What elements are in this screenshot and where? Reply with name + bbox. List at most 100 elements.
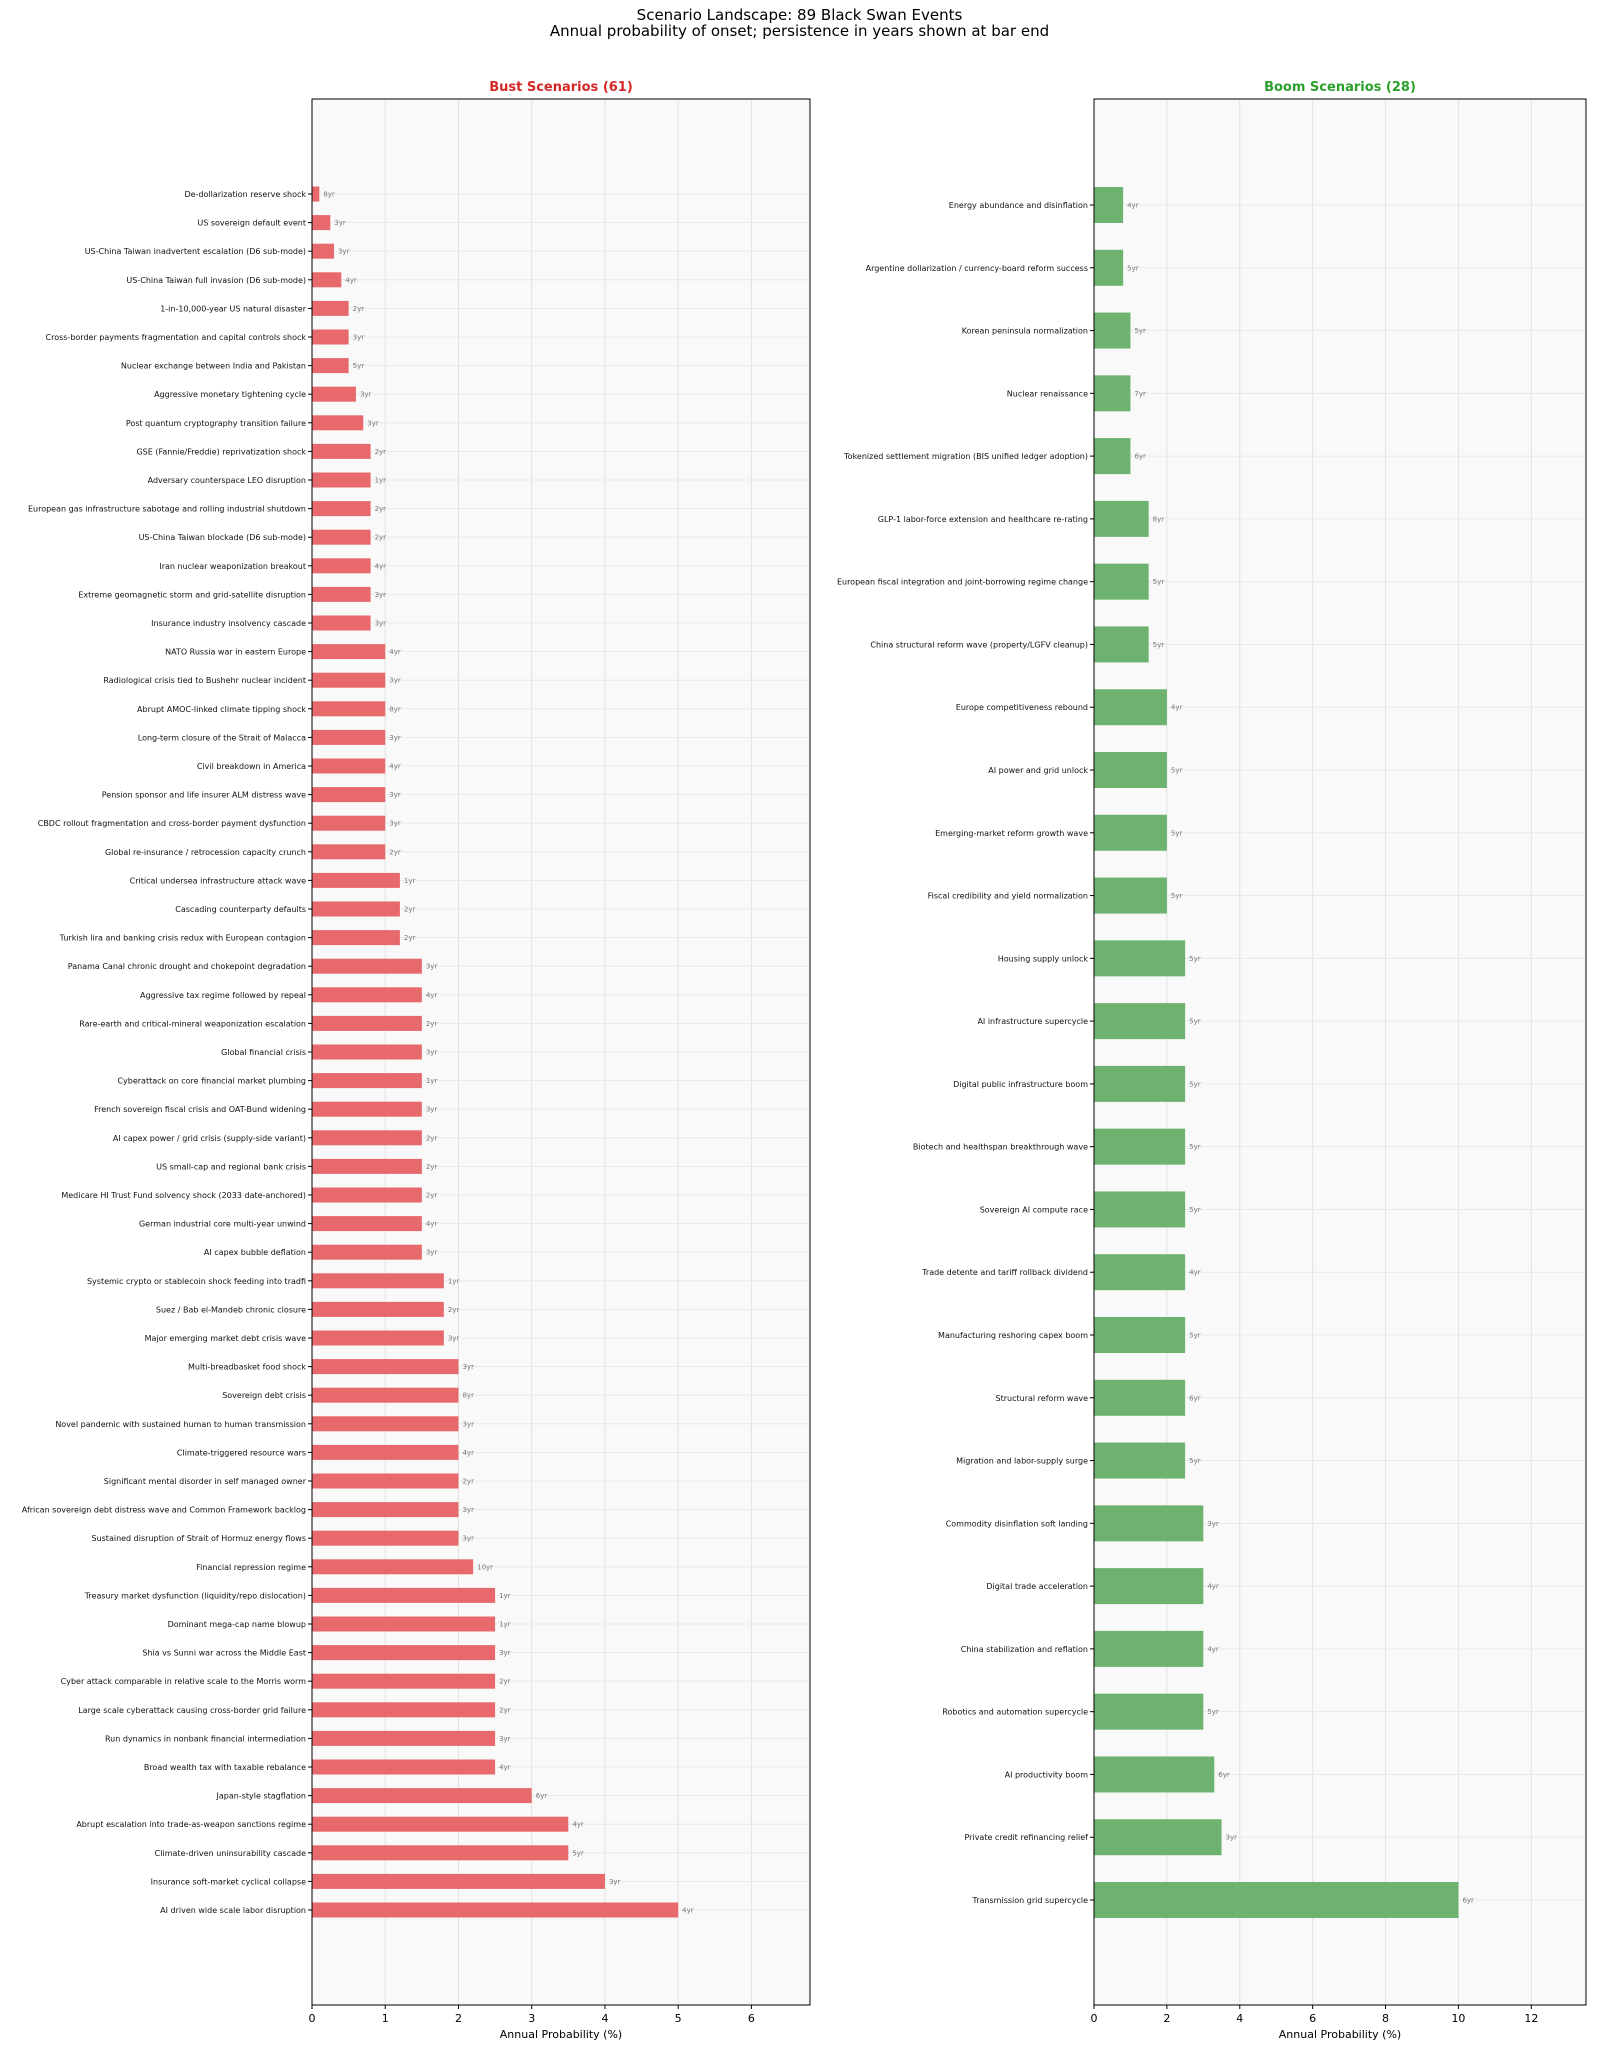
bust-bar: [312, 958, 422, 974]
boom-bar: [1094, 500, 1149, 537]
boom-persistence-label: 7yr: [1134, 390, 1146, 398]
boom-bar: [1094, 626, 1149, 663]
bust-persistence-label: 6yr: [536, 1792, 548, 1800]
bust-category-label: Dominant mega-cap name blowup: [168, 1620, 306, 1629]
boom-persistence-label: 4yr: [1207, 1645, 1219, 1653]
boom-category-label: Tokenized settlement migration (BIS unif…: [843, 452, 1088, 461]
boom-xtick-label: 10: [1451, 2012, 1465, 2025]
boom-category-label: China structural reform wave (property/L…: [870, 640, 1088, 649]
boom-persistence-label: 6yr: [1134, 453, 1146, 461]
bust-persistence-label: 4yr: [682, 1907, 694, 1915]
bust-category-label: AI capex bubble deflation: [204, 1248, 306, 1257]
boom-persistence-label: 6yr: [1218, 1771, 1230, 1779]
boom-category-label: Trade detente and tariff rollback divide…: [921, 1268, 1088, 1277]
boom-bar: [1094, 1505, 1204, 1542]
bust-persistence-label: 2yr: [404, 906, 416, 914]
bust-persistence-label: 3yr: [375, 591, 387, 599]
boom-bar: [1094, 1191, 1186, 1228]
bust-category-label: Pension sponsor and life insurer ALM dis…: [102, 791, 306, 800]
bust-persistence-label: 2yr: [426, 1192, 438, 1200]
bust-category-label: Multi-breadbasket food shock: [188, 1363, 306, 1372]
boom-category-label: Commodity disinflation soft landing: [946, 1519, 1088, 1528]
boom-category-label: Emerging-market reform growth wave: [935, 829, 1088, 838]
bust-bar: [312, 872, 400, 888]
boom-frame: [1093, 98, 1587, 2006]
bust-persistence-label: 3yr: [499, 1735, 511, 1743]
boom-category-label: Korean peninsula normalization: [962, 327, 1088, 336]
bust-bar: [312, 1130, 422, 1146]
bust-persistence-label: 3yr: [426, 963, 438, 971]
bust-bar: [312, 672, 386, 688]
bust-bar: [312, 358, 349, 374]
bust-category-label: CBDC rollout fragmentation and cross-bor…: [38, 819, 306, 828]
bust-category-label: De-dollarization reserve shock: [184, 190, 306, 199]
bust-bar: [312, 1359, 459, 1375]
bust-persistence-label: 2yr: [448, 1306, 460, 1314]
bust-persistence-label: 4yr: [462, 1449, 474, 1457]
boom-bar: [1094, 1756, 1215, 1793]
boom-bar: [1094, 1317, 1186, 1353]
boom-category-label: Robotics and automation supercycle: [942, 1708, 1088, 1717]
boom-category-label: AI infrastructure supercycle: [977, 1017, 1088, 1026]
bust-bar: [312, 529, 371, 545]
boom-persistence-label: 8yr: [1153, 515, 1165, 523]
bust-persistence-label: 1yr: [499, 1592, 511, 1600]
bust-persistence-label: 2yr: [389, 848, 401, 856]
bust-persistence-label: 3yr: [360, 391, 372, 399]
boom-persistence-label: 5yr: [1189, 955, 1201, 963]
bust-persistence-label: 2yr: [375, 534, 387, 542]
bust-persistence-label: 3yr: [426, 1106, 438, 1114]
bust-persistence-label: 3yr: [389, 734, 401, 742]
boom-persistence-label: 5yr: [1127, 264, 1139, 272]
bust-bar: [312, 1845, 569, 1861]
boom-category-label: China stabilization and reflation: [961, 1645, 1088, 1654]
bust-bar: [312, 1730, 496, 1746]
bust-persistence-label: 1yr: [426, 1077, 438, 1085]
boom-bar: [1094, 438, 1131, 475]
bust-persistence-label: 4yr: [426, 991, 438, 999]
bust-persistence-label: 3yr: [389, 677, 401, 685]
bust-bar: [312, 1816, 569, 1832]
boom-persistence-label: 5yr: [1189, 1206, 1201, 1214]
bust-persistence-label: 3yr: [389, 791, 401, 799]
bust-persistence-label: 2yr: [426, 1134, 438, 1142]
boom-bar: [1094, 752, 1167, 788]
bust-category-label: Treasury market dysfunction (liquidity/r…: [84, 1591, 306, 1600]
bust-bar: [312, 329, 349, 345]
bust-category-label: Japan-style stagflation: [216, 1792, 306, 1801]
bust-persistence-label: 4yr: [572, 1821, 584, 1829]
bust-bar: [312, 1645, 496, 1661]
bust-bar: [312, 930, 400, 946]
bust-bar: [312, 1101, 422, 1117]
bust-category-label: German industrial core multi-year unwind: [139, 1220, 306, 1229]
bust-bar: [312, 1702, 496, 1718]
bust-bar: [312, 1873, 605, 1889]
bust-category-label: 1-in-10,000-year US natural disaster: [160, 304, 306, 313]
boom-category-label: AI power and grid unlock: [988, 766, 1088, 775]
bust-xtick-label: 3: [528, 2012, 535, 2025]
boom-category-label: Biotech and healthspan breakthrough wave: [913, 1143, 1088, 1152]
bust-category-label: Broad wealth tax with taxable rebalance: [144, 1763, 306, 1772]
bust-bar: [312, 1158, 422, 1174]
boom-bar: [1094, 312, 1131, 349]
bust-bar: [312, 644, 386, 660]
bust-bar: [312, 815, 386, 831]
bust-bar: [312, 787, 386, 803]
boom-persistence-label: 5yr: [1189, 1457, 1201, 1465]
bust-category-label: GSE (Fannie/Freddie) reprivatization sho…: [136, 447, 306, 456]
boom-bar: [1094, 814, 1167, 851]
boom-category-label: Structural reform wave: [996, 1394, 1089, 1403]
boom-bar: [1094, 1882, 1459, 1918]
bust-persistence-label: 1yr: [375, 477, 387, 485]
boom-category-label: Energy abundance and disinflation: [949, 201, 1088, 210]
bust-panel-title: Bust Scenarios (61): [489, 80, 633, 95]
boom-persistence-label: 5yr: [1171, 892, 1183, 900]
boom-bar: [1094, 1379, 1186, 1416]
bust-persistence-label: 3yr: [426, 1049, 438, 1057]
bust-bar: [312, 1759, 496, 1775]
boom-persistence-label: 6yr: [1462, 1897, 1474, 1905]
bust-bar: [312, 1073, 422, 1089]
boom-persistence-label: 5yr: [1153, 578, 1165, 586]
bust-bar: [312, 758, 386, 774]
boom-xtick-label: 4: [1236, 2012, 1243, 2025]
